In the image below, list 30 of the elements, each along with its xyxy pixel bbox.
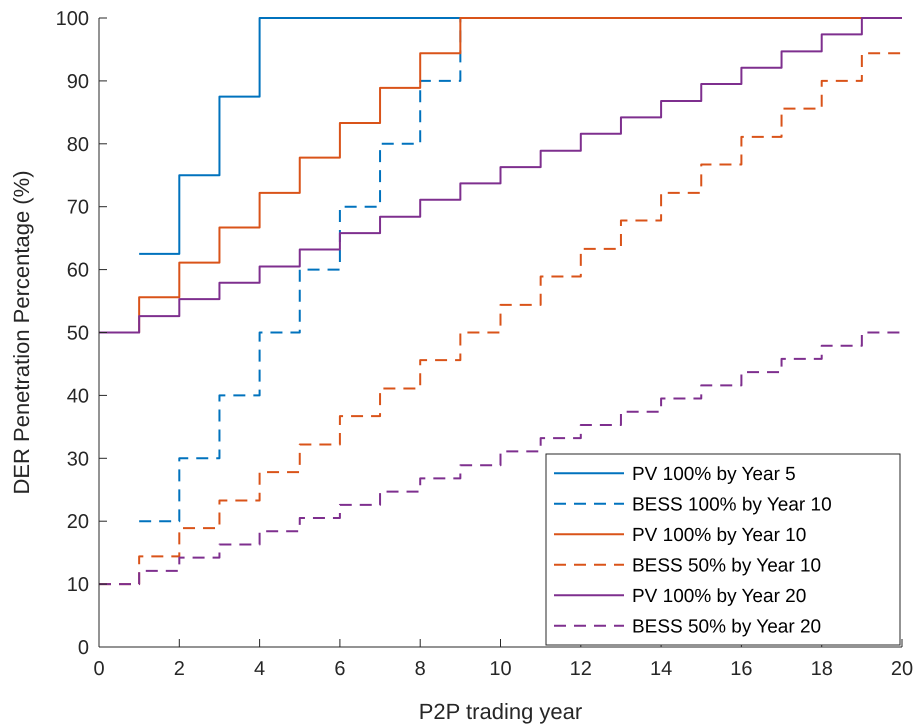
y-tick-label: 80 [66, 134, 89, 156]
legend-label: PV 100% by Year 10 [632, 524, 806, 546]
x-tick-label: 16 [730, 658, 753, 680]
y-tick-label: 30 [66, 448, 89, 470]
x-tick-label: 12 [570, 658, 592, 680]
y-tick-label: 60 [66, 260, 89, 282]
y-tick-label: 70 [66, 196, 89, 219]
y-tick-label: 90 [66, 70, 89, 93]
x-tick-label: 14 [650, 658, 672, 680]
x-tick-label: 18 [810, 658, 833, 680]
legend-label: BESS 50% by Year 10 [632, 555, 822, 576]
x-axis-title: P2P trading year [418, 699, 582, 724]
y-axis-title: DER Penetration Percentage (%) [9, 170, 34, 495]
x-tick-label: 2 [174, 658, 185, 680]
legend-label: BESS 50% by Year 20 [632, 616, 822, 638]
y-tick-label: 10 [66, 574, 89, 596]
legend-label: PV 100% by Year 20 [632, 586, 806, 607]
y-tick-label: 50 [66, 322, 89, 344]
y-tick-label: 40 [66, 385, 89, 408]
x-tick-label: 0 [93, 658, 105, 680]
x-tick-label: 6 [334, 658, 346, 680]
x-tick-label: 20 [890, 658, 914, 680]
y-tick-label: 100 [56, 8, 89, 30]
y-tick-label: 0 [78, 637, 89, 659]
x-tick-label: 4 [254, 658, 266, 680]
x-tick-label: 10 [489, 658, 512, 680]
y-tick-label: 20 [66, 511, 89, 534]
legend-label: PV 100% by Year 5 [632, 464, 796, 485]
x-tick-label: 8 [414, 658, 426, 680]
legend-label: BESS 100% by Year 10 [632, 494, 832, 516]
